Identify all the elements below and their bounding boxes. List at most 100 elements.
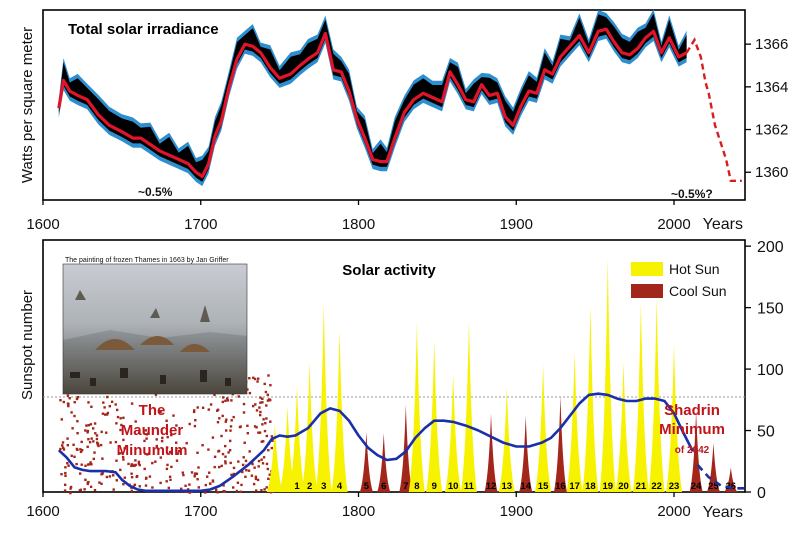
maunder-dot (224, 444, 227, 448)
maunder-dot (260, 458, 263, 461)
maunder-dot (248, 391, 252, 395)
maunder-dot (252, 482, 256, 486)
maunder-dot (262, 440, 265, 443)
maunder-dot (265, 462, 269, 466)
maunder-dot (159, 410, 162, 414)
maunder-dot (224, 399, 227, 402)
maunder-dot (258, 431, 262, 434)
maunder-dot (165, 446, 169, 449)
maunder-dot (121, 455, 125, 459)
maunder-dot (221, 452, 225, 456)
maunder-dot (104, 413, 107, 416)
maunder-dot (134, 459, 137, 462)
maunder-dot (197, 466, 200, 469)
maunder-dot (204, 483, 207, 487)
legend: Hot Sun Cool Sun (631, 261, 727, 299)
maunder-dot (257, 431, 260, 434)
maunder-label: The Maunder Minumum (117, 402, 188, 459)
cycle-spike-18 (582, 305, 599, 492)
maunder-dot (73, 401, 76, 404)
maunder-dot (265, 417, 268, 420)
maunder-dot (196, 478, 199, 481)
maunder-dot (260, 440, 263, 443)
cycle-spike-24 (689, 410, 703, 492)
maunder-dot (224, 455, 227, 458)
maunder-dot (251, 462, 254, 466)
cycle-number-9: 9 (432, 481, 437, 492)
maunder-dot (85, 424, 88, 427)
maunder-dot (75, 462, 78, 466)
cycle-spike-12 (484, 413, 498, 492)
maunder-dot (257, 459, 261, 463)
maunder-dot (229, 439, 232, 443)
maunder-dot (206, 475, 209, 478)
maunder-dot (145, 476, 148, 479)
maunder-dot (230, 399, 233, 402)
maunder-dot (115, 479, 118, 482)
maunder-dot (79, 472, 82, 475)
maunder-dot (123, 476, 126, 479)
maunder-dot (89, 485, 93, 488)
cycle-number-17: 17 (569, 481, 580, 492)
cycle-number-8: 8 (414, 481, 419, 492)
cycle-number-24: 24 (691, 481, 702, 492)
maunder-dot (213, 455, 217, 458)
maunder-dot (241, 463, 245, 467)
maunder-dot (122, 416, 125, 419)
activity-panel: 1 2 3 4 5 6 7 8 9 10 11 12 13 14 15 16 17 18 19 20 21 22 23 24 2… (19, 239, 784, 521)
maunder-dot (222, 490, 225, 493)
maunder-dot (194, 419, 197, 422)
maunder-dot (144, 429, 147, 432)
maunder-dot (254, 475, 258, 478)
cycle-number-3: 3 (321, 481, 326, 492)
maunder-dot (237, 395, 240, 398)
maunder-dot (220, 434, 223, 438)
maunder-dot (181, 471, 184, 474)
cycle-spike-10 (445, 373, 462, 492)
maunder-dot (216, 491, 219, 494)
maunder-dot (268, 473, 271, 476)
tsi-x-tick-label: 1700 (184, 216, 217, 233)
maunder-dot (60, 473, 63, 476)
tsi-x-tick-label: 1900 (500, 216, 533, 233)
cycle-spike-22 (648, 297, 665, 492)
maunder-dot (80, 440, 83, 444)
maunder-dot (194, 472, 197, 475)
maunder-dot (66, 394, 70, 397)
cycle-spike-25 (706, 442, 721, 492)
maunder-dot (246, 432, 249, 435)
maunder-dot (130, 472, 133, 475)
maunder-dot (70, 454, 73, 457)
maunder-dot (209, 403, 213, 406)
cycle-number-11: 11 (464, 481, 475, 492)
activity-x-axis-label: Years (703, 504, 743, 521)
cycle-number-20: 20 (618, 481, 629, 492)
maunder-dot (177, 450, 181, 453)
maunder-dot (98, 481, 101, 484)
maunder-dot (92, 440, 95, 443)
tsi-x-tick-label: 1800 (342, 216, 375, 233)
maunder-dot (119, 417, 122, 420)
cycle-number-23: 23 (669, 481, 680, 492)
maunder-dot (100, 482, 103, 485)
maunder-dot (97, 444, 100, 448)
maunder-dot (254, 477, 258, 481)
maunder-dot (229, 461, 232, 465)
maunder-dot (100, 430, 103, 434)
maunder-dot (188, 422, 191, 426)
maunder-dot (248, 450, 251, 453)
maunder-dot (61, 441, 65, 444)
painting-border (62, 263, 248, 395)
cycle-spike-3 (315, 302, 332, 492)
maunder-dot (196, 406, 199, 409)
maunder-line-3: Minumum (117, 442, 188, 459)
maunder-dot (236, 481, 240, 484)
maunder-dot (190, 471, 194, 474)
maunder-dot (246, 424, 249, 427)
maunder-dot (259, 413, 262, 417)
tsi-x-tick-label: 1600 (26, 216, 59, 233)
maunder-dot (176, 452, 180, 455)
maunder-dot (253, 377, 257, 381)
shadrin-line-2: Minimum (659, 421, 725, 438)
activity-y-axis-label: Sunspot number (19, 290, 36, 400)
